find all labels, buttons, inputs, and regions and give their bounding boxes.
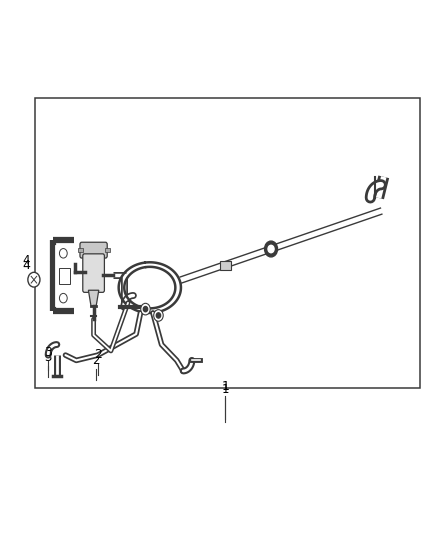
Text: 4: 4: [23, 254, 30, 266]
Text: 2: 2: [94, 349, 102, 361]
Text: 4: 4: [23, 259, 31, 272]
Circle shape: [268, 245, 274, 253]
Bar: [78, 248, 83, 252]
Text: 3: 3: [45, 351, 52, 364]
Circle shape: [156, 313, 161, 318]
Bar: [60, 268, 70, 284]
Text: 3: 3: [44, 346, 52, 359]
FancyBboxPatch shape: [80, 242, 107, 258]
Bar: [35, 98, 420, 388]
Bar: [106, 248, 110, 252]
Circle shape: [60, 293, 67, 303]
Circle shape: [154, 310, 163, 321]
Polygon shape: [88, 290, 99, 306]
FancyBboxPatch shape: [83, 254, 104, 292]
Text: 2: 2: [92, 354, 99, 367]
Text: 1: 1: [222, 383, 229, 395]
Text: 1: 1: [222, 380, 230, 393]
Circle shape: [141, 303, 150, 315]
Circle shape: [60, 248, 67, 258]
Bar: [220, 261, 231, 270]
Circle shape: [143, 306, 148, 312]
Circle shape: [28, 272, 40, 287]
Circle shape: [265, 241, 278, 257]
